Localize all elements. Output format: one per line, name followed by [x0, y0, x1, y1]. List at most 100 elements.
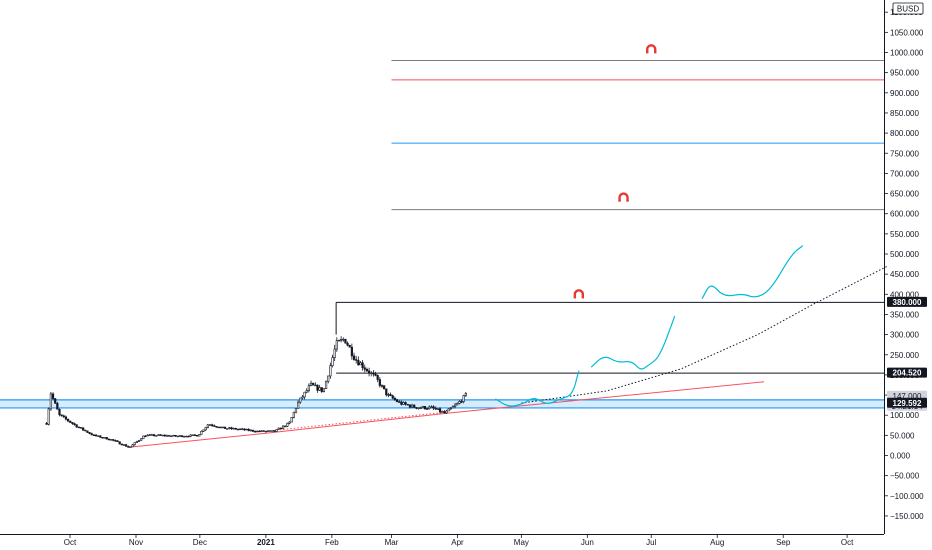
- magnet-icon[interactable]: [618, 192, 629, 202]
- candle-body: [131, 444, 134, 448]
- candle-body: [92, 434, 95, 436]
- candle-body: [391, 395, 394, 399]
- candle-body: [432, 406, 435, 409]
- candle-body: [460, 401, 463, 403]
- candle-body: [116, 440, 119, 443]
- projection-layer: [495, 245, 804, 407]
- candle-body: [86, 430, 89, 433]
- candle-body: [99, 435, 102, 438]
- candle-body: [176, 435, 179, 438]
- projection-path[interactable]: [591, 315, 676, 370]
- candle-body: [137, 439, 141, 442]
- candle-body: [211, 424, 214, 426]
- candle-body: [215, 426, 218, 428]
- candle-body: [241, 428, 244, 430]
- candle-body: [361, 362, 364, 369]
- candle-body: [350, 346, 353, 357]
- y-tick-label: 700.000: [890, 169, 919, 178]
- y-tick-label: 550.000: [890, 230, 919, 239]
- candle-body: [71, 422, 74, 424]
- candle-body: [219, 426, 222, 429]
- candle-body: [363, 367, 366, 370]
- candle-body: [94, 434, 98, 437]
- y-tick-label: 350.000: [890, 310, 919, 319]
- trendline-layer: [127, 265, 888, 448]
- candle-body: [342, 338, 345, 341]
- magnet-icon[interactable]: [573, 289, 585, 299]
- candle-body: [183, 436, 186, 438]
- candle-body: [155, 435, 158, 437]
- candle-body: [157, 434, 160, 436]
- candle-body: [144, 435, 147, 438]
- support-zone-layer: [0, 399, 884, 409]
- x-tick-label: Aug: [710, 538, 724, 547]
- candle-body: [109, 439, 113, 441]
- dotted-trendline[interactable]: [265, 411, 447, 432]
- candle-body: [47, 408, 50, 425]
- projection-path[interactable]: [495, 370, 580, 407]
- candle-body: [172, 434, 175, 437]
- candle-body: [305, 390, 308, 393]
- candle-body: [340, 339, 343, 341]
- candle-body: [428, 406, 431, 410]
- x-tick-label: Sep: [776, 538, 791, 547]
- candle-body: [69, 420, 72, 423]
- candle-body: [395, 399, 399, 402]
- y-tick-label: 1050.000: [890, 28, 924, 37]
- candle-body: [127, 446, 130, 448]
- x-tick-label: Nov: [129, 538, 143, 547]
- projection-path[interactable]: [701, 245, 804, 299]
- symbol-badge[interactable]: BUSD: [892, 2, 924, 15]
- candle-body: [374, 373, 377, 376]
- candle-body: [337, 339, 341, 342]
- candle-body: [187, 435, 190, 438]
- magnet-icon[interactable]: [646, 44, 657, 54]
- candle-body: [223, 426, 227, 429]
- candle-body: [152, 434, 156, 437]
- candle-body: [464, 393, 467, 396]
- candle-body: [322, 388, 326, 392]
- candle-body: [451, 406, 455, 409]
- y-tick-label: 800.000: [890, 129, 919, 138]
- candle-body: [103, 437, 106, 439]
- candle-body: [376, 375, 379, 380]
- candle-body: [318, 387, 321, 391]
- candle-body: [163, 434, 166, 437]
- candle-body: [191, 434, 194, 436]
- candle-body: [133, 442, 136, 446]
- y-tick-label: 750.000: [890, 149, 919, 158]
- candle-body: [189, 434, 192, 437]
- candle-body: [232, 427, 235, 430]
- x-tick-label: Feb: [325, 538, 339, 547]
- candle-body: [258, 430, 261, 433]
- candle-body: [385, 388, 388, 396]
- candle-body: [327, 375, 330, 382]
- x-tick-label: Oct: [64, 538, 77, 547]
- candle-body: [417, 407, 420, 409]
- candle-body: [281, 425, 285, 429]
- candle-body: [359, 362, 362, 366]
- y-tick-label: −100.000: [890, 492, 924, 501]
- candle-body: [307, 385, 310, 391]
- x-tick-label: Apr: [451, 538, 464, 547]
- candle-body: [165, 435, 169, 437]
- candle-body: [168, 435, 171, 437]
- candle-body: [206, 424, 209, 428]
- candle-body: [271, 430, 274, 432]
- candle-body: [243, 428, 246, 431]
- candle-body: [299, 397, 302, 403]
- candle-body: [150, 434, 154, 436]
- price-badge: [887, 367, 927, 378]
- candle-body: [320, 387, 323, 392]
- y-tick-label: 300.000: [890, 331, 919, 340]
- candle-body: [60, 414, 63, 417]
- candle-body: [303, 391, 306, 398]
- candle-body: [234, 427, 237, 430]
- trendline[interactable]: [127, 381, 765, 448]
- support-zone[interactable]: [0, 399, 884, 408]
- candle-body: [238, 428, 242, 431]
- y-tick-label: 950.000: [890, 69, 919, 78]
